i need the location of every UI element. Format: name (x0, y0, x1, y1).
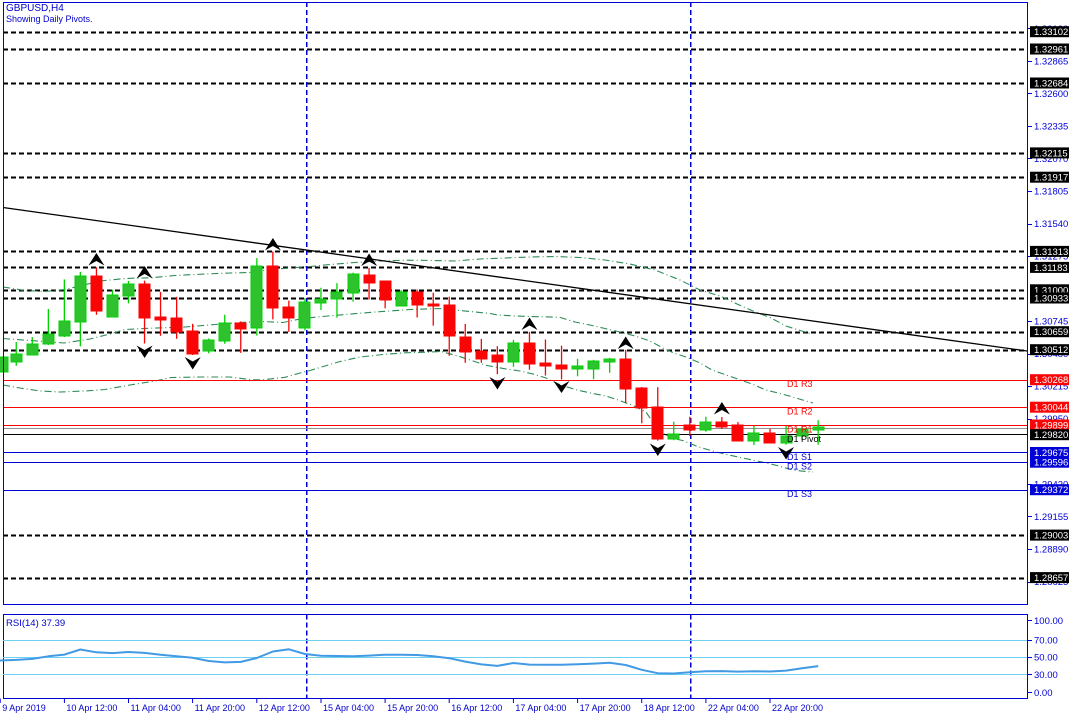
svg-text:1.32335: 1.32335 (1034, 121, 1068, 132)
svg-text:17 Apr 04:00: 17 Apr 04:00 (515, 703, 566, 713)
svg-text:1.29155: 1.29155 (1034, 512, 1068, 523)
svg-text:1.30659: 1.30659 (1034, 327, 1068, 338)
svg-text:1.31183: 1.31183 (1034, 263, 1068, 274)
svg-text:1.29003: 1.29003 (1034, 531, 1068, 542)
svg-text:11 Apr 20:00: 11 Apr 20:00 (195, 703, 245, 713)
svg-text:9 Apr 2019: 9 Apr 2019 (2, 703, 46, 713)
svg-text:1.30215: 1.30215 (1034, 382, 1068, 393)
svg-text:D1 R1: D1 R1 (787, 425, 813, 435)
svg-text:1.31000: 1.31000 (1034, 285, 1068, 296)
svg-text:1.32070: 1.32070 (1034, 154, 1068, 165)
svg-text:D1 S3: D1 S3 (787, 489, 812, 499)
svg-text:1.31313: 1.31313 (1034, 247, 1068, 258)
svg-text:22 Apr 20:00: 22 Apr 20:00 (772, 703, 823, 713)
svg-text:12 Apr 12:00: 12 Apr 12:00 (259, 703, 310, 713)
svg-text:1.31540: 1.31540 (1034, 219, 1068, 230)
svg-text:1.30044: 1.30044 (1034, 403, 1068, 414)
svg-text:0.00: 0.00 (1034, 688, 1053, 699)
svg-text:D1 R2: D1 R2 (787, 407, 813, 417)
svg-text:1.29372: 1.29372 (1034, 485, 1068, 496)
svg-text:30.00: 30.00 (1034, 670, 1058, 681)
svg-text:1.28657: 1.28657 (1034, 573, 1068, 584)
svg-text:1.30745: 1.30745 (1034, 317, 1068, 328)
svg-text:1.32961: 1.32961 (1034, 45, 1068, 56)
svg-text:50.00: 50.00 (1034, 652, 1058, 663)
svg-text:1.29675: 1.29675 (1034, 448, 1068, 459)
svg-text:22 Apr 04:00: 22 Apr 04:00 (708, 703, 759, 713)
svg-text:1.32115: 1.32115 (1034, 148, 1068, 159)
svg-text:D1 S2: D1 S2 (787, 462, 812, 472)
svg-text:1.31917: 1.31917 (1034, 173, 1068, 184)
svg-text:1.31275: 1.31275 (1034, 252, 1068, 263)
svg-text:D1 Pivot: D1 Pivot (787, 434, 822, 444)
svg-text:17 Apr 20:00: 17 Apr 20:00 (580, 703, 631, 713)
svg-text:1.31805: 1.31805 (1034, 186, 1068, 197)
svg-text:18 Apr 12:00: 18 Apr 12:00 (644, 703, 695, 713)
svg-text:15 Apr 20:00: 15 Apr 20:00 (387, 703, 438, 713)
svg-text:1.32600: 1.32600 (1034, 89, 1068, 100)
svg-text:100.00: 100.00 (1034, 616, 1063, 627)
svg-text:11 Apr 04:00: 11 Apr 04:00 (131, 703, 181, 713)
svg-text:1.30933: 1.30933 (1034, 294, 1068, 305)
svg-text:1.29820: 1.29820 (1034, 430, 1068, 441)
svg-text:10 Apr 12:00: 10 Apr 12:00 (66, 703, 117, 713)
svg-text:1.32865: 1.32865 (1034, 56, 1068, 67)
svg-text:1.32684: 1.32684 (1034, 79, 1068, 90)
svg-text:1.30512: 1.30512 (1034, 345, 1068, 356)
svg-text:D1 S1: D1 S1 (787, 452, 812, 462)
svg-text:1.30268: 1.30268 (1034, 375, 1068, 386)
svg-text:70.00: 70.00 (1034, 635, 1058, 646)
svg-text:1.29899: 1.29899 (1034, 421, 1068, 432)
svg-text:Showing Daily Pivots.: Showing Daily Pivots. (6, 14, 93, 24)
svg-text:1.28890: 1.28890 (1034, 545, 1068, 556)
svg-text:GBPUSD,H4: GBPUSD,H4 (6, 3, 64, 14)
svg-text:D1 R3: D1 R3 (787, 379, 813, 389)
svg-text:1.33102: 1.33102 (1034, 27, 1068, 38)
svg-text:15 Apr 04:00: 15 Apr 04:00 (323, 703, 374, 713)
svg-text:16 Apr 12:00: 16 Apr 12:00 (451, 703, 502, 713)
svg-text:1.29596: 1.29596 (1034, 458, 1068, 469)
svg-text:RSI(14) 37.39: RSI(14) 37.39 (6, 618, 65, 629)
